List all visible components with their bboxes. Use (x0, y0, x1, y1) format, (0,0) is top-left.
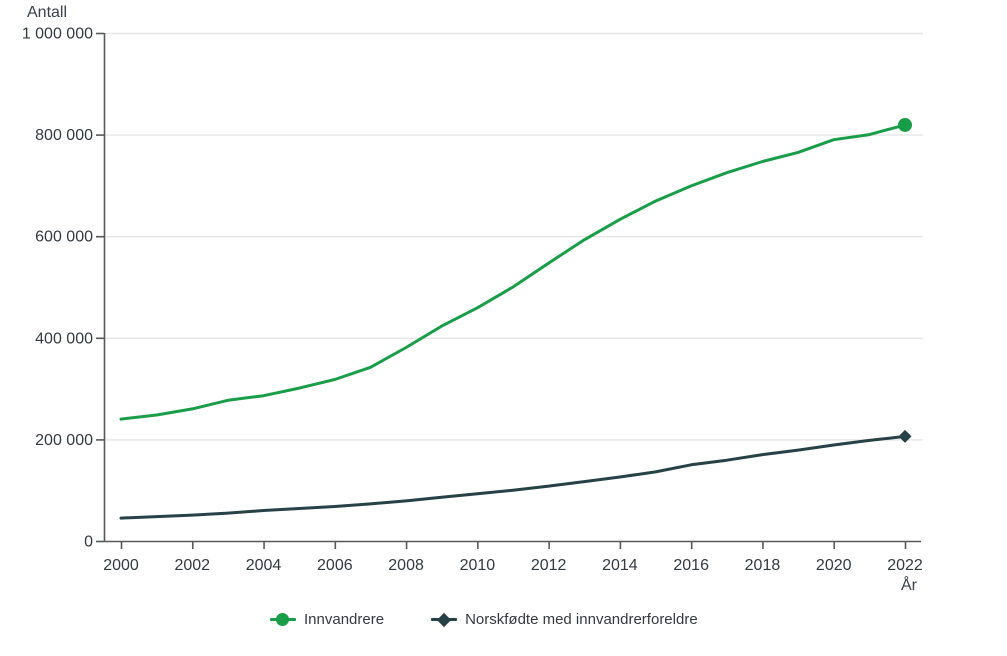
y-tick-label: 400 000 (35, 330, 93, 347)
y-tick-label: 0 (84, 534, 93, 551)
x-tick-label: 2006 (317, 557, 353, 574)
x-tick-label: 2004 (246, 557, 282, 574)
x-tick-label: 2012 (531, 557, 567, 574)
series-line-innvandrere (119, 123, 907, 421)
x-tick-label: 2016 (673, 557, 709, 574)
legend-item-innvandrere[interactable]: Innvandrere (270, 611, 384, 628)
series-end-marker-diamond (898, 429, 912, 443)
series-end-marker-circle (898, 117, 912, 132)
x-tick-label: 2000 (103, 557, 139, 574)
series-line-norskfodte (119, 434, 907, 520)
legend-label-innvandrere: Innvandrere (304, 611, 385, 628)
y-tick-label: 1 000 000 (22, 26, 93, 43)
legend-label-norskfodte: Norskfødte med innvandrerforeldre (465, 611, 698, 628)
green-line-circle-icon (270, 612, 296, 627)
legend-item-norskfodte[interactable]: Norskfødte med innvandrerforeldre (431, 611, 698, 628)
y-axis-title: Antall (27, 4, 68, 21)
legend: Innvandrere Norskfødte med innvandrerfor… (270, 611, 698, 628)
y-tick-label: 200 000 (35, 432, 93, 449)
x-tick-label: 2018 (745, 557, 781, 574)
x-tick-label: 2022 (887, 557, 923, 574)
x-tick-label: 2002 (174, 557, 210, 574)
x-tick-label: 2014 (602, 557, 638, 574)
y-tick-label: 600 000 (35, 229, 93, 246)
y-tick-label: 800 000 (35, 127, 93, 144)
x-tick-label: 2010 (460, 557, 496, 574)
dark-line-diamond-icon (431, 612, 458, 628)
x-tick-label: 2008 (388, 557, 424, 574)
x-tick-label: 2020 (816, 557, 852, 574)
x-axis-title: År (901, 577, 917, 594)
